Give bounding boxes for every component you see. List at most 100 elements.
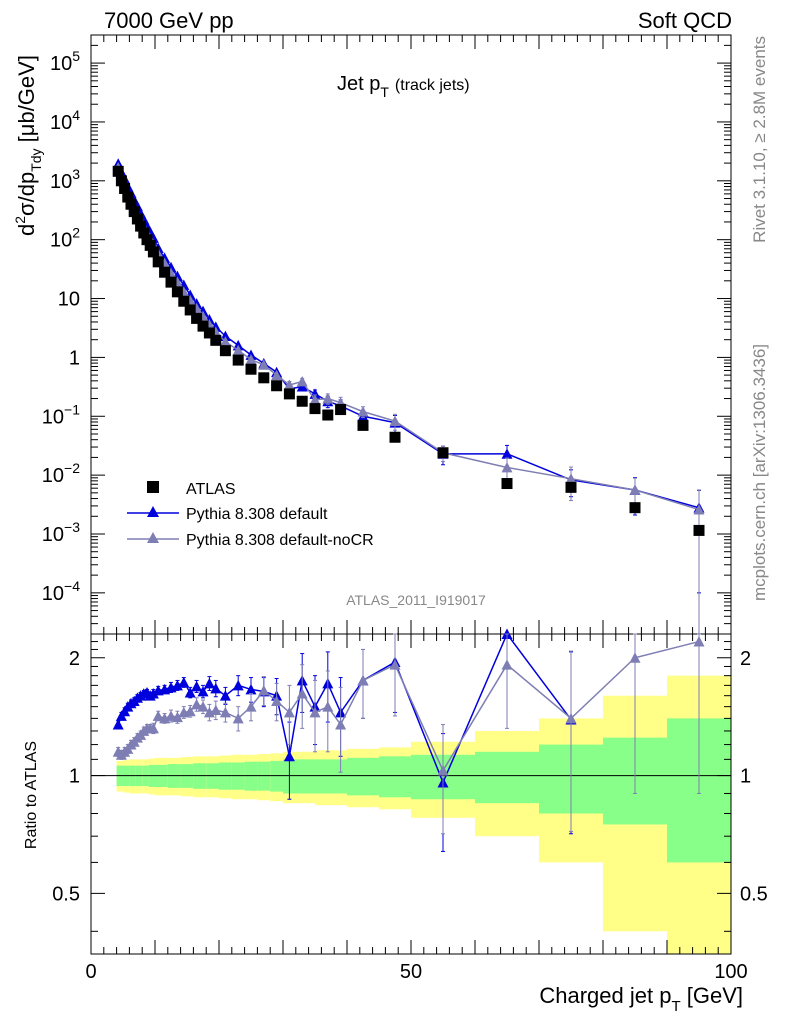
atlas-point bbox=[115, 175, 127, 187]
y-tick-label-ratio-right: 2 bbox=[740, 648, 751, 670]
nocr-point bbox=[258, 359, 270, 370]
atlas-point bbox=[122, 191, 134, 203]
rivet-label: Rivet 3.1.10, ≥ 2.8M events bbox=[750, 36, 769, 243]
atlas-point bbox=[296, 395, 308, 407]
y-tick-label-main: 103 bbox=[50, 166, 80, 193]
atlas-point bbox=[437, 447, 449, 459]
y-tick-label-ratio-right: 1 bbox=[740, 766, 751, 788]
ratio-nocr-point bbox=[258, 684, 270, 696]
atlas-point bbox=[629, 502, 641, 514]
ratio-nocr-point bbox=[501, 659, 513, 670]
nocr-point bbox=[271, 369, 283, 381]
y-tick-label-main: 1 bbox=[69, 347, 80, 369]
y-tick-label-ratio: 0.5 bbox=[52, 883, 80, 905]
y-tick-label-ratio: 2 bbox=[69, 648, 80, 670]
atlas-point bbox=[232, 354, 244, 366]
ratio-nocr-point bbox=[437, 765, 449, 776]
atlas-point bbox=[322, 409, 334, 421]
ratio-nocr-point bbox=[197, 701, 209, 712]
ratio-nocr-point bbox=[322, 701, 334, 712]
x-tick-label: 0 bbox=[85, 961, 96, 983]
ratio-default-point bbox=[112, 719, 124, 730]
atlas-point bbox=[147, 246, 159, 258]
ratio-default-point bbox=[147, 688, 159, 699]
legend-label-default: Pythia 8.308 default bbox=[186, 506, 328, 523]
atlas-point bbox=[693, 524, 705, 536]
atlas-point bbox=[283, 388, 295, 400]
ratio-nocr-point bbox=[389, 659, 401, 670]
y-tick-label-main: 10−2 bbox=[42, 460, 80, 487]
ratio-plot-marks bbox=[112, 628, 705, 852]
nocr-point bbox=[219, 336, 231, 347]
legend-marker-default bbox=[147, 506, 159, 517]
ratio-default-point bbox=[191, 680, 203, 692]
atlas-point bbox=[178, 295, 190, 307]
y-tick-label-main: 10 bbox=[58, 289, 80, 311]
band-inner-segment bbox=[257, 761, 271, 791]
atlas-point bbox=[389, 431, 401, 443]
ratio-nocr-point bbox=[219, 706, 231, 718]
default-point bbox=[501, 448, 513, 459]
x-tick-label: 50 bbox=[400, 961, 422, 983]
nocr-point bbox=[232, 344, 244, 356]
legend-label-atlas: ATLAS bbox=[186, 481, 236, 498]
nocr-point bbox=[309, 394, 321, 405]
ratio-nocr-point bbox=[165, 710, 177, 721]
ratio-default-point bbox=[232, 679, 244, 691]
nocr-point bbox=[629, 484, 641, 495]
band-inner-segment bbox=[315, 759, 347, 794]
atlas-point bbox=[131, 213, 143, 225]
ratio-nocr-point bbox=[232, 712, 244, 724]
nocr-point bbox=[357, 406, 369, 417]
band-inner-segment bbox=[283, 759, 315, 794]
atlas-point bbox=[112, 165, 124, 177]
ratio-default-point bbox=[245, 683, 257, 695]
ratio-default-point bbox=[171, 679, 183, 691]
atlas-point bbox=[219, 345, 231, 357]
atlas-point bbox=[119, 183, 131, 195]
analysis-watermark: ATLAS_2011_I919017 bbox=[346, 592, 486, 608]
legend: ATLAS Pythia 8.308 default Pythia 8.308 … bbox=[127, 481, 374, 549]
band-inner-segment bbox=[270, 760, 283, 792]
band-inner-segment bbox=[347, 757, 379, 796]
atlas-point bbox=[135, 220, 147, 232]
ratio-nocr-point bbox=[309, 706, 321, 718]
atlas-point bbox=[501, 478, 513, 490]
atlas-point bbox=[159, 266, 171, 278]
legend-marker-atlas bbox=[147, 481, 159, 493]
atlas-point bbox=[203, 327, 215, 339]
x-tick-label: 100 bbox=[714, 961, 747, 983]
nocr-point bbox=[283, 379, 295, 390]
nocr-line bbox=[117, 167, 700, 511]
ratio-default-point bbox=[184, 687, 196, 698]
atlas-point bbox=[144, 239, 156, 251]
ratio-nocr-point bbox=[210, 704, 222, 716]
nocr-point bbox=[693, 504, 705, 515]
ratio-nocr-point bbox=[693, 636, 705, 647]
legend-label-nocr: Pythia 8.308 default-noCR bbox=[186, 532, 374, 549]
ratio-default-point bbox=[210, 682, 222, 694]
mcplots-label: mcplots.cern.ch [arXiv:1306.3436] bbox=[750, 344, 769, 601]
nocr-point bbox=[389, 415, 401, 426]
main-plot-marks bbox=[112, 158, 705, 635]
nocr-point bbox=[245, 354, 257, 365]
ratio-default-point bbox=[178, 676, 190, 688]
y-tick-label-ratio: 1 bbox=[69, 766, 80, 788]
ratio-nocr-point bbox=[271, 695, 283, 707]
header-left: 7000 GeV pp bbox=[104, 8, 234, 33]
ratio-default-point bbox=[197, 685, 209, 697]
atlas-point bbox=[210, 334, 222, 346]
y-tick-label-main: 10−3 bbox=[42, 519, 80, 546]
atlas-point bbox=[152, 256, 164, 268]
atlas-point bbox=[125, 198, 137, 210]
atlas-point bbox=[245, 363, 257, 375]
ratio-nocr-point bbox=[565, 712, 577, 724]
y-tick-label-main: 10−4 bbox=[42, 578, 80, 605]
atlas-point bbox=[258, 372, 270, 384]
atlas-point bbox=[565, 481, 577, 493]
axis-tick-labels: 0 50 100 10−4 10−3 10−2 10−1 1 10 102 103 104 105 0.5… bbox=[42, 48, 768, 983]
ratio-default-point bbox=[219, 690, 231, 701]
ratio-nocr-point bbox=[191, 698, 203, 710]
ratio-nocr-point bbox=[245, 701, 257, 712]
